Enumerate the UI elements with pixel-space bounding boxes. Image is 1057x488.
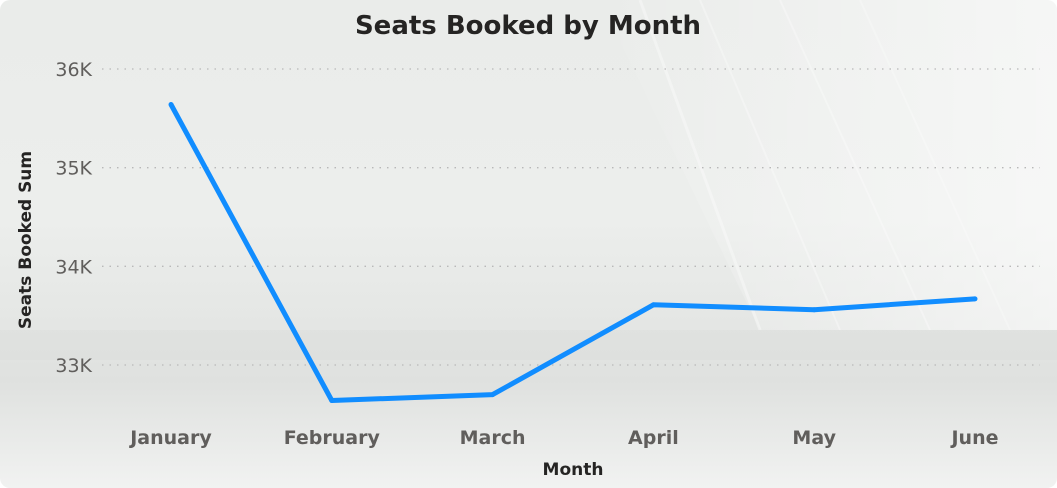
data-point[interactable] xyxy=(650,302,656,308)
x-axis-title: Month xyxy=(543,460,604,480)
data-point[interactable] xyxy=(972,296,978,302)
gridlines xyxy=(102,68,1040,366)
y-tick-label: 33K xyxy=(55,355,92,377)
data-point[interactable] xyxy=(329,398,335,404)
chart-title: Seats Booked by Month xyxy=(355,11,701,41)
y-tick-label: 35K xyxy=(55,158,92,180)
y-tick-label: 34K xyxy=(55,256,92,278)
data-point[interactable] xyxy=(168,102,174,108)
y-axis-title: Seats Booked Sum xyxy=(16,151,36,329)
x-tick-label: February xyxy=(284,427,381,449)
x-axis-ticks: January February March April May June xyxy=(128,427,998,449)
y-axis-ticks: 33K 34K 35K 36K xyxy=(55,59,92,377)
data-point[interactable] xyxy=(811,307,817,313)
x-tick-label: March xyxy=(460,427,526,449)
x-tick-label: January xyxy=(128,427,212,449)
x-tick-label: June xyxy=(949,427,998,449)
y-tick-label: 36K xyxy=(55,59,92,81)
data-point[interactable] xyxy=(490,392,496,398)
series-line[interactable] xyxy=(168,103,976,403)
series-layer xyxy=(168,102,978,404)
x-tick-label: April xyxy=(628,427,679,449)
x-tick-label: May xyxy=(792,427,836,449)
